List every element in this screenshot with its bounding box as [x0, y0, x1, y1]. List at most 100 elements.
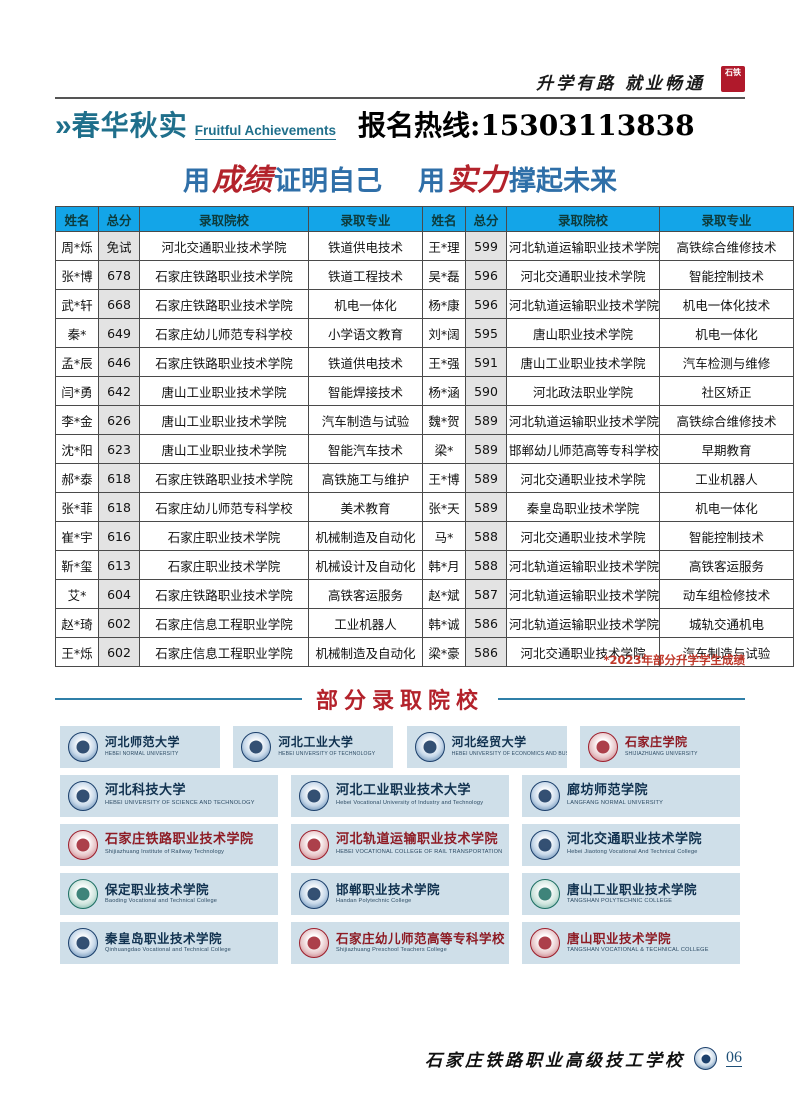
college-crest-icon — [68, 830, 98, 860]
logo-row-2: 河北科技大学 HEBEI UNIVERSITY OF SCIENCE AND TE… — [60, 775, 740, 817]
logo-row-5: 秦皇岛职业技术学院 Qinhuangdao Vocational and Tech… — [60, 922, 740, 964]
cell-major-1: 机电一体化 — [308, 289, 423, 319]
cell-school-1: 石家庄信息工程职业学院 — [139, 608, 309, 638]
chevron-right-icon: » — [55, 109, 72, 142]
cell-school-1: 石家庄职业技术学院 — [139, 550, 309, 580]
college-name-cn: 河北工业职业技术大学 — [336, 783, 472, 799]
cell-major-1: 高铁客运服务 — [308, 579, 423, 609]
table-footnote: *2023年部分升学学生成绩 — [603, 653, 745, 667]
college-logo-card: 河北科技大学 HEBEI UNIVERSITY OF SCIENCE AND TE… — [60, 775, 278, 817]
cell-school-1: 石家庄铁路职业技术学院 — [139, 260, 309, 290]
college-name-cn: 河北轨道运输职业技术学院 — [336, 832, 499, 848]
cell-school-1: 唐山工业职业技术学院 — [139, 376, 309, 406]
col-header-score-2: 总分 — [465, 206, 507, 232]
cell-score-1: 668 — [98, 289, 140, 319]
college-name-en: Hebei Jiaotong Vocational And Technical … — [567, 849, 698, 856]
cell-name-2: 张*天 — [422, 492, 466, 522]
page-title-en: Fruitful Achievements — [194, 123, 336, 140]
cell-score-1: 616 — [98, 521, 140, 551]
cell-school-1: 石家庄职业技术学院 — [139, 521, 309, 551]
college-crest-icon — [68, 879, 98, 909]
cell-major-2: 智能控制技术 — [659, 521, 794, 551]
cell-school-1: 石家庄幼儿师范专科学校 — [139, 318, 309, 348]
college-logo-card: 邯郸职业技术学院 Handan Polytechnic College — [291, 873, 509, 915]
cell-major-1: 美术教育 — [308, 492, 423, 522]
sub-slogan-b3: 撑起未来 — [509, 166, 617, 197]
table-row: 闫*勇 642 唐山工业职业技术学院 智能焊接技术 杨*涵 590 河北政法职业学院 社区矫正 — [55, 376, 794, 406]
cell-score-2: 589 — [465, 492, 507, 522]
cell-name-2: 杨*涵 — [422, 376, 466, 406]
cell-name-2: 王*理 — [422, 231, 466, 261]
college-name-cn: 河北科技大学 — [105, 783, 187, 799]
cell-name-1: 郝*泰 — [55, 463, 99, 493]
school-seal-icon: 石铁 — [721, 66, 745, 92]
cell-school-2: 河北交通职业技术学院 — [506, 637, 660, 667]
college-crest-icon — [299, 879, 329, 909]
section-title-bar: » 春华秋实 Fruitful Achievements 报名热线:153031… — [55, 104, 755, 150]
college-crest-icon — [299, 830, 329, 860]
cell-school-1: 石家庄铁路职业技术学院 — [139, 463, 309, 493]
cell-name-2: 刘*阔 — [422, 318, 466, 348]
cell-name-2: 王*博 — [422, 463, 466, 493]
college-name-cn: 河北经贸大学 — [451, 735, 527, 750]
cell-score-1: 604 — [98, 579, 140, 609]
cell-major-2: 早期教育 — [659, 434, 794, 464]
col-header-major-1: 录取专业 — [308, 206, 423, 232]
cell-score-1: 613 — [98, 550, 140, 580]
cell-name-1: 闫*勇 — [55, 376, 99, 406]
cell-score-2: 589 — [465, 405, 507, 435]
cell-major-2: 智能控制技术 — [659, 260, 794, 290]
table-row: 张*博 678 石家庄铁路职业技术学院 铁道工程技术 吴*磊 596 河北交通职业技术学院智… — [55, 260, 794, 290]
cell-score-2: 596 — [465, 289, 507, 319]
college-logo-card: 河北工业大学 HEBEI UNIVERSITY OF TECHNOLOGY — [233, 726, 394, 768]
sub-slogan-b1: 用 — [418, 166, 445, 197]
college-name-en: HEBEI UNIVERSITY OF TECHNOLOGY — [278, 751, 376, 758]
college-logo-card: 秦皇岛职业技术学院 Qinhuangdao Vocational and Tech… — [60, 922, 278, 964]
header-slogan: 升学有路 就业畅通 石铁 — [536, 66, 745, 97]
col-header-school-2: 录取院校 — [506, 206, 660, 232]
college-logo-card: 唐山工业职业技术学院 TANGSHAN POLYTECHNIC COLLEGE — [522, 873, 740, 915]
college-name-en: TANGSHAN VOCATIONAL & TECHNICAL COLLEGE — [567, 947, 709, 954]
cell-score-1: 602 — [98, 608, 140, 638]
college-name-en: HEBEI UNIVERSITY OF ECONOMICS AND BUSINE… — [451, 751, 567, 758]
col-header-name-2: 姓名 — [422, 206, 466, 232]
logo-row-3: 石家庄铁路职业技术学院 Shijiazhuang Institute of Rai… — [60, 824, 740, 866]
cell-score-2: 596 — [465, 260, 507, 290]
college-crest-icon — [530, 830, 560, 860]
table-row: 赵*琦 602 石家庄信息工程职业学院 工业机器人 韩*诚 586 河北轨道运输职业技术学院… — [55, 608, 794, 638]
cell-score-1: 678 — [98, 260, 140, 290]
cell-major-1: 智能焊接技术 — [308, 376, 423, 406]
col-header-school-1: 录取院校 — [139, 206, 309, 232]
cell-school-2: 唐山工业职业技术学院 — [506, 347, 660, 377]
cell-name-2: 马* — [422, 521, 466, 551]
cell-score-1: 649 — [98, 318, 140, 348]
college-name-en: TANGSHAN POLYTECHNIC COLLEGE — [567, 898, 673, 905]
cell-major-2: 高铁客运服务 — [659, 550, 794, 580]
scores-table-body: 周*烁 免试 河北交通职业技术学院 铁道供电技术 王*理 599 河北轨道运输职业技术学院高… — [55, 231, 794, 667]
cell-name-1: 艾* — [55, 579, 99, 609]
cell-school-2: 河北轨道运输职业技术学院 — [506, 608, 660, 638]
cell-score-2: 595 — [465, 318, 507, 348]
cell-name-1: 秦* — [55, 318, 99, 348]
cell-name-2: 韩*月 — [422, 550, 466, 580]
cell-name-2: 杨*康 — [422, 289, 466, 319]
cell-school-2: 河北交通职业技术学院 — [506, 463, 660, 493]
table-row: 周*烁 免试 河北交通职业技术学院 铁道供电技术 王*理 599 河北轨道运输职业技术学院高… — [55, 231, 794, 261]
cell-score-1: 626 — [98, 405, 140, 435]
table-row: 李*金 626 唐山工业职业技术学院 汽车制造与试验 魏*贺 589 河北轨道运输职业技术学… — [55, 405, 794, 435]
cell-name-2: 梁*豪 — [422, 637, 466, 667]
col-header-name-1: 姓名 — [55, 206, 99, 232]
cell-score-2: 590 — [465, 376, 507, 406]
college-name-cn: 石家庄铁路职业技术学院 — [105, 832, 254, 848]
college-logo-card: 保定职业技术学院 Baoding Vocational and Technical… — [60, 873, 278, 915]
cell-major-1: 铁道供电技术 — [308, 231, 423, 261]
school-badge-icon — [694, 1047, 717, 1070]
college-crest-icon — [414, 732, 445, 762]
cell-school-2: 秦皇岛职业技术学院 — [506, 492, 660, 522]
cell-score-2: 588 — [465, 521, 507, 551]
college-name-en: Shijiazhuang Preschool Teachers College — [336, 947, 447, 954]
college-name-en: Hebei Vocational University of Industry … — [336, 800, 484, 807]
college-name-cn: 秦皇岛职业技术学院 — [105, 930, 223, 946]
cell-name-1: 孟*辰 — [55, 347, 99, 377]
